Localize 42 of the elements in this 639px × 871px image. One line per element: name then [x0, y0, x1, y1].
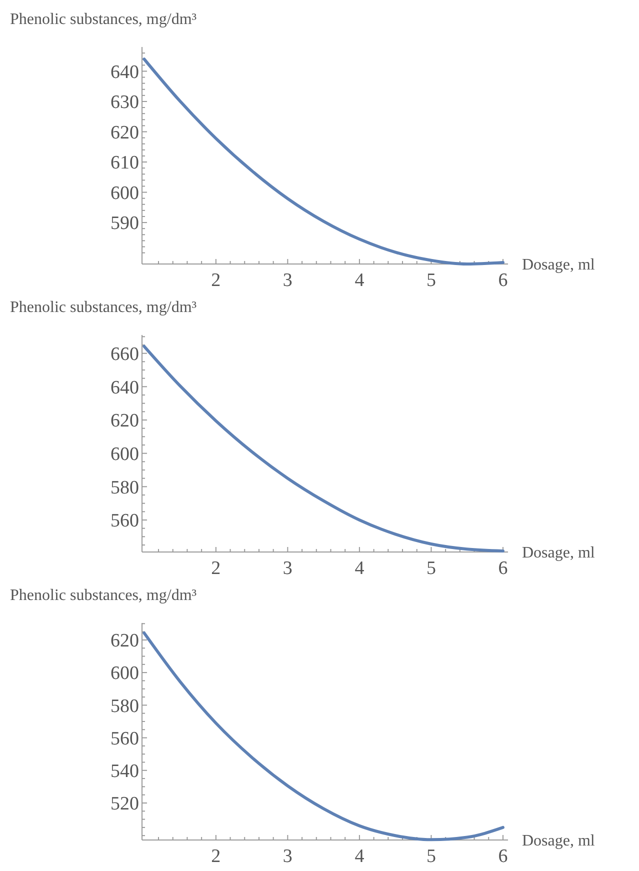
- y-axis-title: Phenolic substances, mg/dm³: [10, 587, 197, 604]
- x-tick-label: 3: [282, 270, 292, 291]
- y-tick-label: 610: [110, 152, 139, 174]
- line-series: [142, 58, 504, 266]
- y-tick-label: 560: [110, 510, 139, 532]
- y-tick-label: 640: [110, 377, 139, 398]
- x-tick-label: 3: [282, 558, 292, 579]
- x-tick-label: 6: [498, 558, 508, 579]
- x-tick-label: 2: [211, 846, 221, 867]
- y-tick-label: 590: [110, 213, 139, 234]
- y-tick-label: 540: [110, 761, 139, 782]
- x-tick-label: 4: [354, 846, 365, 867]
- x-tick-label: 5: [426, 558, 436, 579]
- x-tick-label: 6: [498, 846, 508, 867]
- line-series: [142, 631, 504, 842]
- x-tick-label: 3: [282, 846, 292, 867]
- x-tick-label: 5: [426, 270, 436, 291]
- y-tick-label: 560: [110, 728, 139, 750]
- y-tick-label: 520: [110, 794, 139, 815]
- y-axis-title: Phenolic substances, mg/dm³: [10, 299, 197, 316]
- y-tick-label: 630: [110, 92, 139, 114]
- x-axis-title: Dosage, ml: [522, 544, 596, 562]
- x-axis-title: Dosage, ml: [522, 256, 596, 274]
- y-axis-title: Phenolic substances, mg/dm³: [10, 11, 197, 28]
- x-tick-label: 4: [354, 270, 365, 291]
- y-tick-label: 620: [110, 410, 139, 432]
- y-tick-label: 600: [110, 444, 139, 465]
- y-tick-label: 600: [110, 663, 139, 684]
- y-tick-label: 640: [110, 62, 139, 83]
- x-tick-label: 4: [354, 558, 365, 579]
- x-tick-label: 2: [211, 270, 221, 291]
- y-tick-label: 580: [110, 696, 139, 717]
- y-tick-label: 660: [110, 344, 139, 365]
- x-tick-label: 5: [426, 846, 436, 867]
- x-axis-title: Dosage, ml: [522, 832, 596, 850]
- x-tick-label: 6: [498, 270, 508, 291]
- y-tick-label: 620: [110, 122, 139, 144]
- x-tick-label: 2: [211, 558, 221, 579]
- y-tick-label: 620: [110, 630, 139, 652]
- y-tick-label: 580: [110, 477, 139, 498]
- line-series: [142, 344, 504, 552]
- y-tick-label: 600: [110, 182, 139, 204]
